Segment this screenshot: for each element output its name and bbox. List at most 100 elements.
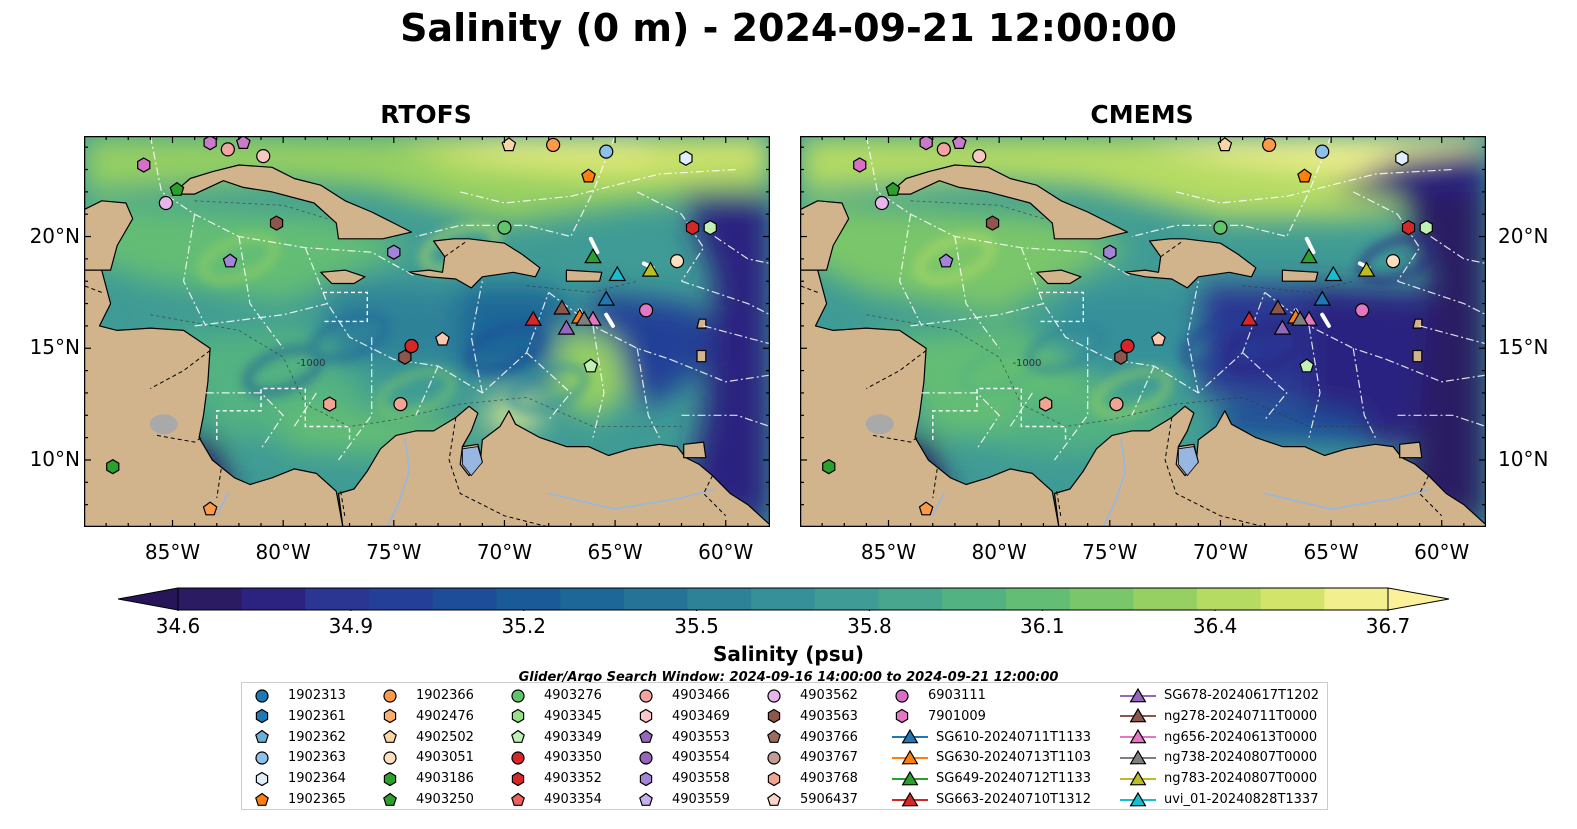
legend-label: 4903352 bbox=[544, 771, 602, 787]
colorbar-bin bbox=[751, 588, 816, 610]
legend-label: ng738-20240807T0000 bbox=[1164, 750, 1318, 766]
eez-boundary bbox=[1308, 325, 1321, 438]
eez-boundary bbox=[1131, 136, 1332, 238]
legend-hexagon bbox=[639, 709, 653, 724]
y-tick-label-left: 20°N bbox=[29, 223, 80, 248]
country-border bbox=[1164, 417, 1265, 527]
legend-marker bbox=[383, 729, 397, 743]
land-trinidad bbox=[683, 441, 707, 459]
legend-circle bbox=[767, 688, 781, 703]
legend-marker bbox=[892, 749, 928, 765]
salinity-patch bbox=[1220, 401, 1376, 445]
legend-marker bbox=[383, 792, 397, 806]
glider-track bbox=[1304, 236, 1316, 255]
eez-boundary bbox=[194, 303, 328, 327]
panel-title-rtofs: RTOFS bbox=[380, 100, 472, 129]
legend-marker bbox=[255, 792, 269, 806]
x-tick-label: 80°W bbox=[971, 540, 1027, 564]
x-tick-label: 60°W bbox=[1414, 540, 1470, 564]
eez-boundary bbox=[681, 280, 770, 316]
colorbar-label: Salinity (psu) bbox=[712, 642, 864, 666]
country-border bbox=[84, 285, 102, 293]
map-marker bbox=[1273, 319, 1292, 335]
legend-marker bbox=[511, 688, 525, 703]
glider-track bbox=[604, 312, 615, 328]
river bbox=[932, 493, 945, 517]
eez-boundary bbox=[1419, 325, 1486, 345]
zone-outline bbox=[1039, 291, 1084, 323]
bathymetry-contour bbox=[150, 314, 682, 427]
legend-label: uvi_01-20240828T1337 bbox=[1164, 792, 1319, 807]
map-marker bbox=[1385, 254, 1401, 269]
zone-outline bbox=[216, 387, 351, 440]
colorbar-bin bbox=[623, 588, 688, 610]
contour-label: -1000 bbox=[296, 358, 325, 369]
legend-item: 4903345 bbox=[508, 706, 602, 727]
legend-hexagon bbox=[511, 709, 525, 724]
legend-item: ng656-20240613T0000 bbox=[1120, 727, 1317, 748]
y-tick-label-right: 20°N bbox=[1498, 223, 1549, 248]
eez-boundary bbox=[703, 325, 770, 345]
legend-label: 4903354 bbox=[544, 792, 602, 807]
land-hispaniola bbox=[1122, 238, 1257, 289]
legend-label: 4903554 bbox=[672, 750, 730, 766]
legend-marker bbox=[895, 709, 909, 724]
legend-hexagon bbox=[255, 709, 269, 724]
legend-label: 4902502 bbox=[416, 729, 474, 745]
eez-boundary bbox=[681, 414, 770, 428]
legend-marker bbox=[639, 751, 653, 765]
legend-marker bbox=[511, 751, 525, 765]
legend-marker bbox=[383, 751, 397, 765]
eez-boundary bbox=[1386, 358, 1486, 383]
x-tick-label: 70°W bbox=[476, 540, 533, 564]
eez-boundary bbox=[670, 358, 770, 383]
legend-circle bbox=[511, 751, 525, 765]
map-marker bbox=[1240, 310, 1259, 326]
land-cuba bbox=[171, 164, 413, 240]
map-marker bbox=[918, 501, 934, 516]
bathymetry-contour bbox=[1242, 280, 1354, 293]
legend-marker bbox=[511, 771, 525, 786]
legend-item: 4903768 bbox=[764, 768, 858, 789]
contour-label: -1000 bbox=[1012, 358, 1041, 369]
legend-hexagon bbox=[383, 771, 397, 786]
legend-item: ng783-20240807T0000 bbox=[1120, 768, 1317, 789]
legend-circle bbox=[383, 751, 397, 765]
legend-marker bbox=[639, 709, 653, 724]
legend-item: 4903767 bbox=[764, 747, 858, 768]
map-marker bbox=[919, 136, 933, 151]
colorbar-frame bbox=[177, 587, 1389, 611]
legend-marker bbox=[511, 792, 525, 806]
eddy-swirl bbox=[308, 310, 391, 364]
legend-label: 6903111 bbox=[928, 688, 986, 703]
legend-circle bbox=[255, 751, 269, 765]
legend-pentagon bbox=[255, 729, 269, 743]
land-southAmerica bbox=[1053, 405, 1486, 527]
x-tick-label: 65°W bbox=[587, 540, 643, 564]
salinity-colorbar bbox=[118, 587, 1450, 611]
map-marker bbox=[1401, 219, 1416, 236]
legend-marker bbox=[1120, 728, 1156, 744]
land-jamaica bbox=[320, 269, 366, 285]
legend-marker bbox=[639, 688, 653, 703]
river bbox=[548, 488, 715, 510]
colorbar-bin bbox=[814, 588, 880, 610]
map-marker bbox=[1395, 150, 1409, 166]
map-marker bbox=[703, 219, 717, 236]
map-marker bbox=[1291, 310, 1309, 326]
legend-marker bbox=[767, 792, 781, 806]
legend-triangle bbox=[1129, 687, 1147, 702]
legend-label: 4903349 bbox=[544, 729, 602, 745]
map-marker bbox=[936, 142, 951, 157]
legend-label: 5906437 bbox=[800, 792, 858, 807]
colorbar-extend-high bbox=[1387, 587, 1450, 611]
legend-pentagon bbox=[255, 792, 269, 806]
legend-item: 1902365 bbox=[252, 789, 346, 810]
map-marker bbox=[497, 220, 512, 235]
map-marker bbox=[1354, 303, 1370, 318]
zone-outline bbox=[323, 291, 368, 323]
legend-label: 1902365 bbox=[288, 792, 346, 807]
legend-marker bbox=[383, 709, 397, 724]
map-marker bbox=[583, 358, 599, 373]
legend-item: ng738-20240807T0000 bbox=[1120, 747, 1317, 768]
